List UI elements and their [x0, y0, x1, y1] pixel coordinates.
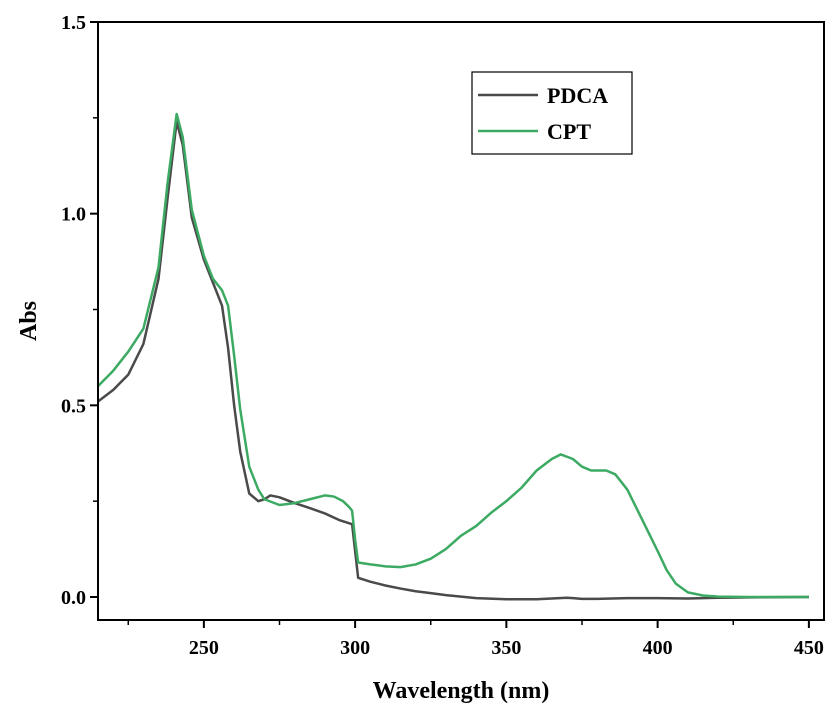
series-line-pdca: [97, 120, 809, 601]
y-tick-label: 0.5: [61, 395, 86, 417]
x-tick-label: 400: [643, 637, 673, 659]
y-axis-ticks: 0.0 0.5 1.0 1.5: [61, 12, 98, 609]
y-tick-label: 0.0: [61, 587, 86, 609]
x-tick-label: 350: [491, 637, 521, 659]
legend-label-pdca: PDCA: [547, 83, 608, 108]
y-axis-title: Abs: [16, 301, 42, 341]
x-tick-label: 450: [794, 637, 824, 659]
legend: PDCA CPT: [471, 71, 633, 155]
x-tick-label: 250: [189, 637, 219, 659]
x-axis-ticks: 250 300 350 400 450: [127, 620, 824, 659]
y-tick-label: 1.5: [61, 12, 86, 34]
legend-label-cpt: CPT: [547, 119, 591, 144]
legend-box: [471, 71, 633, 155]
x-axis-title: Wavelength (nm): [373, 678, 550, 704]
series-line-cpt: [97, 112, 809, 599]
y-tick-label: 1.0: [61, 204, 86, 226]
x-tick-label: 300: [340, 637, 370, 659]
plot-lines: [97, 112, 809, 601]
plot-frame: [97, 21, 825, 621]
